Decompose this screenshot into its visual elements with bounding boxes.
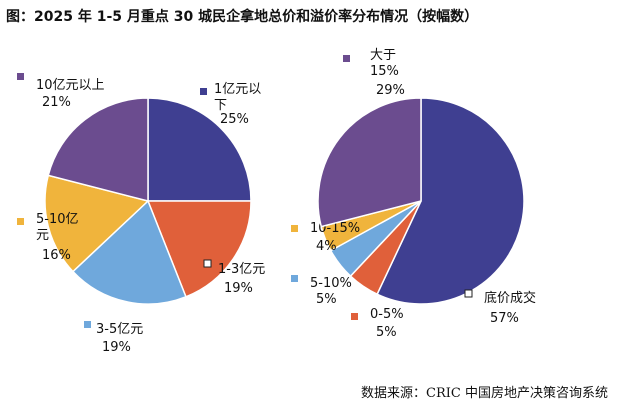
slice-label: 5-10%	[310, 276, 352, 291]
legend-marker	[17, 218, 24, 225]
pie-slice	[71, 199, 187, 305]
slice-percent: 57%	[490, 311, 519, 326]
slice-percent: 21%	[42, 95, 71, 110]
slice-label: 0-5%	[370, 307, 404, 322]
slice-label: 下	[214, 98, 227, 113]
pie-slice	[146, 200, 252, 298]
slice-label: 5-10亿	[36, 212, 79, 227]
chart-title: 图：2025 年 1-5 月重点 30 城民企拿地总价和溢价率分布情况（按幅数）	[6, 9, 479, 25]
slice-percent: 5%	[376, 325, 397, 340]
slice-label: 1亿元以	[214, 82, 261, 97]
legend-marker	[464, 289, 473, 298]
slice-label: 15%	[370, 64, 399, 79]
pie-slice	[47, 97, 149, 202]
legend-marker	[203, 259, 212, 268]
slice-percent: 25%	[220, 112, 249, 127]
data-source: 数据来源：CRIC 中国房地产决策咨询系统	[361, 386, 608, 401]
pie-slice	[376, 97, 525, 305]
slice-percent: 4%	[316, 239, 337, 254]
legend-marker	[84, 321, 91, 328]
pie-slice	[317, 97, 422, 228]
legend-marker	[291, 225, 298, 232]
legend-marker	[17, 73, 24, 80]
legend-marker	[343, 55, 350, 62]
legend-marker	[200, 88, 207, 95]
pie-slice	[147, 97, 252, 202]
slice-percent: 5%	[316, 292, 337, 307]
slice-percent: 19%	[224, 281, 253, 296]
slice-label: 3-5亿元	[96, 322, 143, 337]
slice-percent: 29%	[376, 83, 405, 98]
slice-label: 1-3亿元	[218, 262, 265, 277]
slice-label: 元	[36, 228, 49, 243]
slice-percent: 16%	[42, 248, 71, 263]
legend-marker	[351, 313, 358, 320]
slice-label: 10亿元以上	[36, 78, 105, 93]
slice-percent: 19%	[102, 340, 131, 355]
slice-label: 底价成交	[484, 290, 536, 306]
pie-slice	[44, 174, 150, 273]
legend-marker	[291, 275, 298, 282]
slice-label: 大于	[370, 48, 396, 63]
